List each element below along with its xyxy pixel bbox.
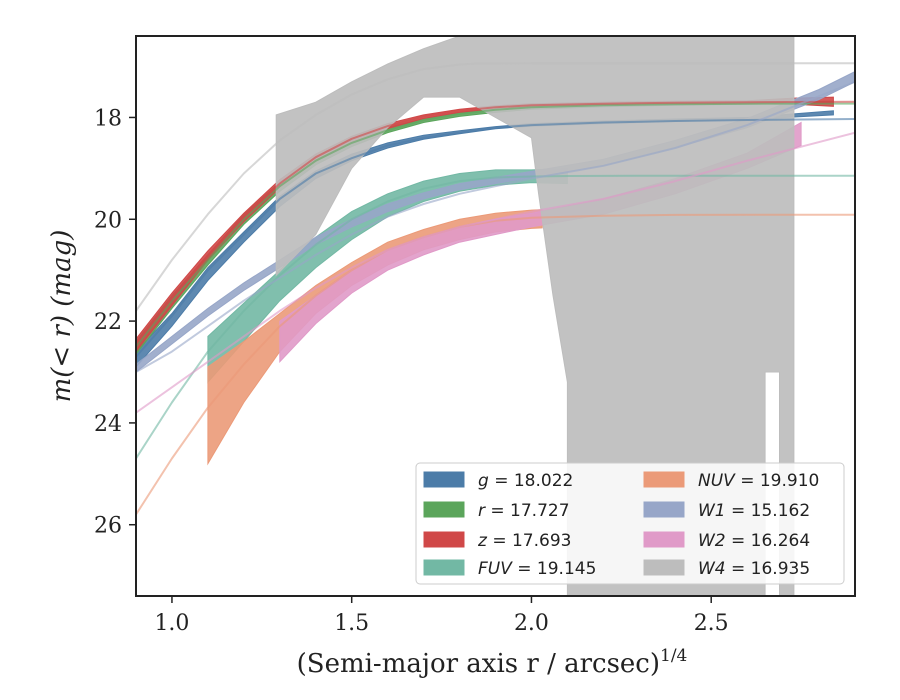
legend-label: FUV = 19.145	[478, 559, 596, 579]
model-curve-fuv	[136, 174, 855, 460]
legend-label: W1 = 15.162	[698, 501, 810, 521]
x-axis-label-superscript: 1/4	[660, 646, 687, 666]
y-axis-label: m(< r) (mag)	[47, 230, 77, 403]
legend: g = 18.022 r = 17.727 z = 17.693 FUV = 19.1…	[415, 462, 845, 585]
legend-item-g: g = 18.022	[423, 471, 573, 491]
model-curve-w4	[136, 62, 855, 312]
model-curves	[136, 62, 855, 516]
legend-item-z: z = 17.693	[423, 531, 571, 551]
x-axis-label-text: (Semi-major axis r / arcsec)	[297, 649, 660, 679]
legend-item-w4: W4 = 16.935	[643, 559, 810, 579]
x-axis-ticks: 1.0 1.5 2.0 2.5	[154, 596, 729, 636]
legend-swatch	[423, 471, 465, 488]
legend-label: r = 17.727	[478, 501, 570, 521]
x-tick-label: 2.5	[694, 611, 729, 636]
legend-swatch	[643, 559, 685, 576]
legend-label: z = 17.693	[477, 531, 571, 551]
legend-label: g = 18.022	[478, 471, 573, 491]
legend-item-nuv: NUV = 19.910	[643, 471, 819, 491]
y-axis-ticks: 18 20 22 24 26	[94, 106, 136, 539]
legend-swatch	[643, 471, 685, 488]
y-tick-label: 24	[94, 412, 122, 437]
model-curve-r	[136, 102, 855, 348]
legend-frame	[415, 462, 845, 585]
x-tick-label: 1.5	[334, 611, 369, 636]
legend-swatch	[643, 501, 685, 518]
model-curve-z	[136, 100, 855, 345]
legend-swatch	[423, 531, 465, 548]
x-tick-label: 1.0	[154, 611, 189, 636]
model-curve-g	[136, 118, 855, 358]
y-tick-label: 18	[94, 106, 122, 131]
legend-label: W4 = 16.935	[698, 559, 810, 579]
legend-swatch	[643, 531, 685, 548]
plot-frame	[135, 35, 856, 597]
legend-item-w2: W2 = 16.264	[643, 531, 810, 551]
legend-item-r: r = 17.727	[423, 501, 570, 521]
x-axis-label: (Semi-major axis r / arcsec)1/4	[297, 646, 688, 679]
model-curve-w1	[136, 80, 855, 373]
y-tick-label: 26	[94, 514, 122, 539]
legend-swatch	[423, 501, 465, 518]
legend-swatch	[423, 559, 465, 576]
y-tick-label: 22	[94, 310, 122, 335]
legend-item-w1: W1 = 15.162	[643, 501, 810, 521]
legend-item-fuv: FUV = 19.145	[423, 559, 596, 579]
legend-label: NUV = 19.910	[698, 471, 819, 491]
x-tick-label: 2.0	[514, 611, 549, 636]
model-curve-w2	[136, 131, 855, 414]
y-tick-label: 20	[94, 208, 122, 233]
legend-label: W2 = 16.264	[698, 531, 810, 551]
